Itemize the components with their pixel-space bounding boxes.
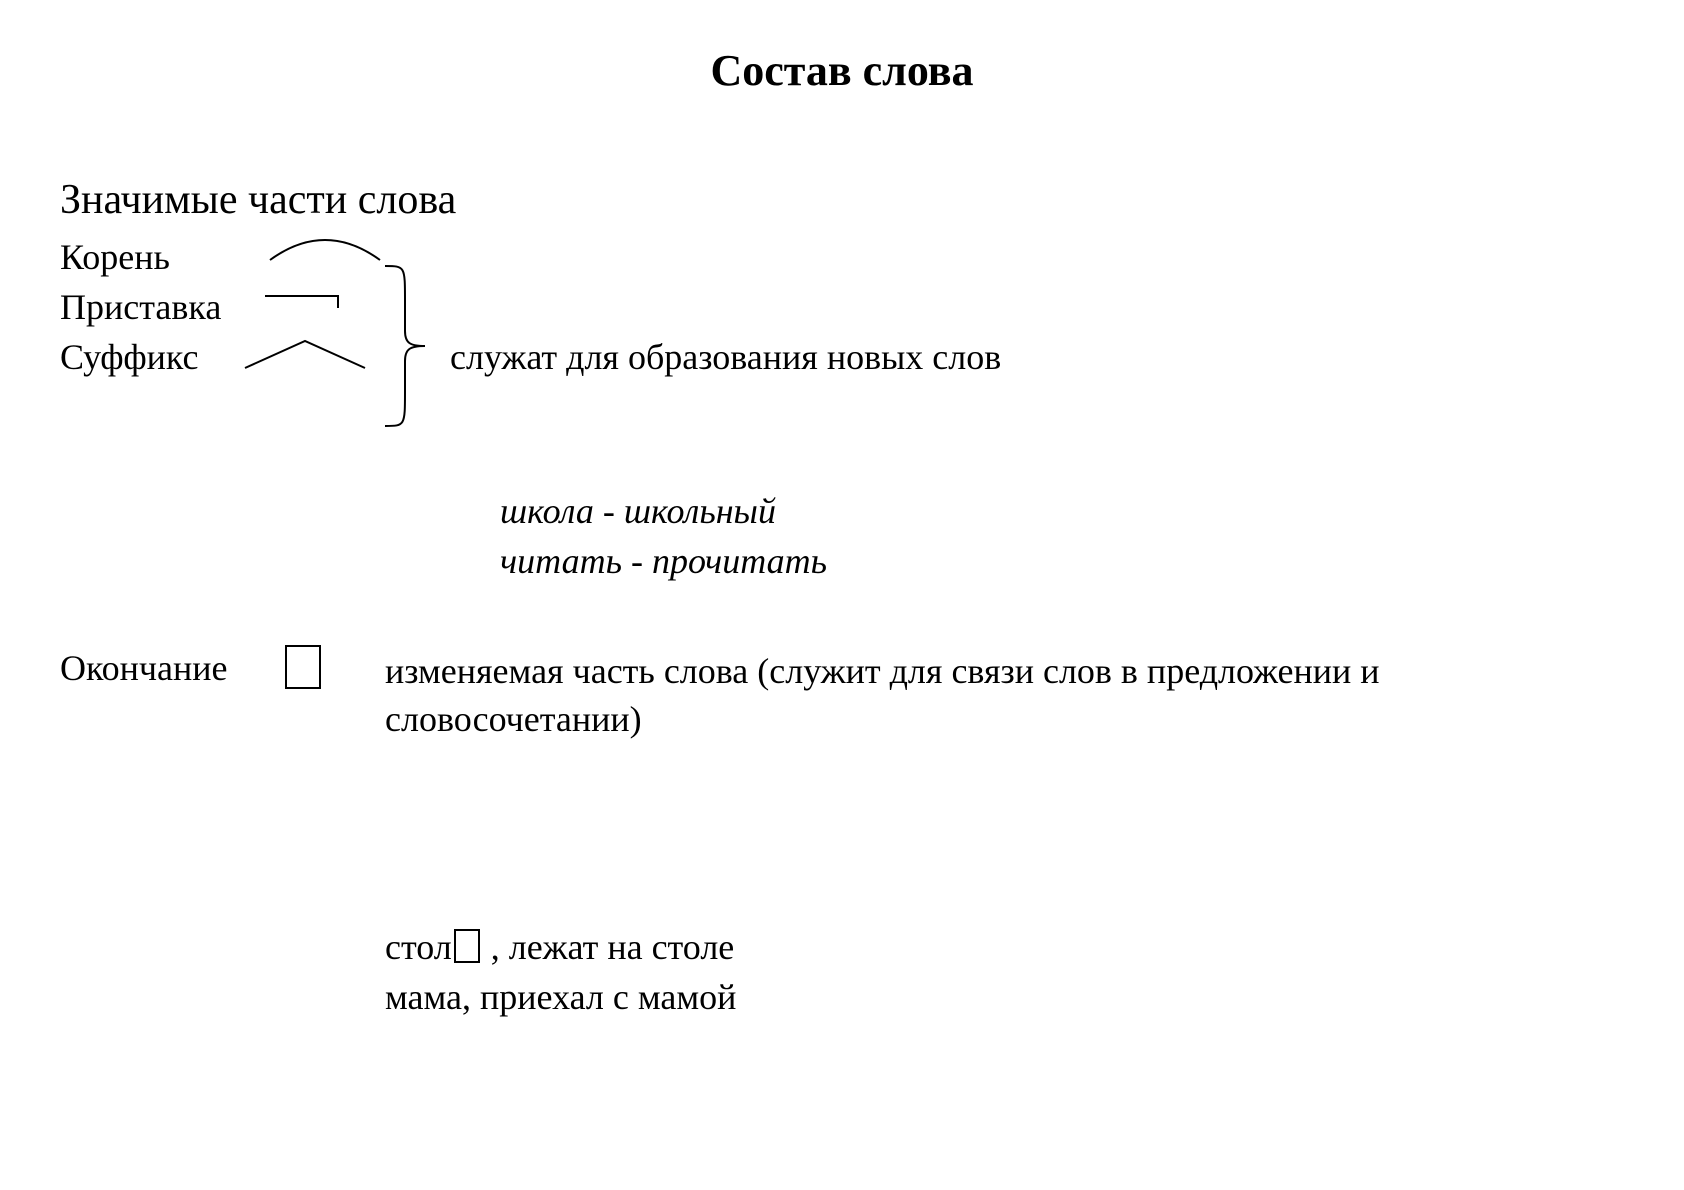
ending-examples: стол , лежат на столе мама, приехал с ма… [385, 922, 1624, 1023]
prefix-bracket-icon [260, 284, 350, 314]
word-parts-block: Корень Приставка Суффикс служат для обра… [60, 236, 1624, 426]
root-arc-icon [260, 228, 390, 268]
section-subtitle: Значимые части слова [60, 176, 1624, 224]
ending-row: Окончание изменяемая часть слова (служит… [60, 647, 1624, 767]
ending-ex1-post: , лежат на столе [482, 927, 735, 967]
inline-square-icon [454, 929, 480, 963]
suffix-caret-icon [235, 336, 375, 376]
example-line-1: школа - школьный [500, 486, 1624, 536]
ending-label: Окончание [60, 647, 228, 689]
suffix-label: Суффикс [60, 336, 199, 378]
ending-description: изменяемая часть слова (служит для связи… [385, 647, 1624, 744]
prefix-label: Приставка [60, 286, 221, 328]
root-label: Корень [60, 236, 170, 278]
ending-ex1-pre: стол [385, 927, 452, 967]
ending-example-line-2: мама, приехал с мамой [385, 972, 1624, 1022]
ending-square-icon [285, 645, 321, 689]
page-title: Состав слова [60, 45, 1624, 96]
italic-examples: школа - школьный читать - прочитать [500, 486, 1624, 587]
ending-example-line-1: стол , лежат на столе [385, 922, 1624, 972]
example-line-2: читать - прочитать [500, 536, 1624, 586]
purpose-text: служат для образования новых слов [450, 336, 1001, 378]
curly-brace-icon [375, 261, 435, 431]
